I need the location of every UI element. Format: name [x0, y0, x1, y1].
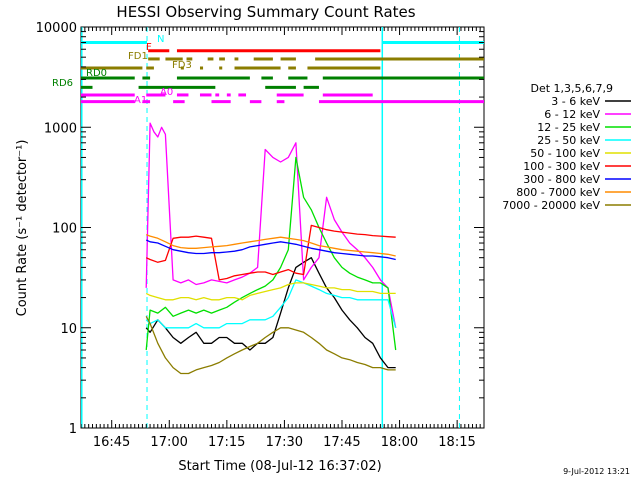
y-tick-label-2: 100: [52, 222, 77, 237]
flag-label-fd1: FD1: [128, 51, 148, 62]
legend-label-5: 100 - 300 keV: [523, 160, 600, 173]
series-line-7: [145, 233, 396, 257]
y-tick-label-0: 1: [69, 422, 77, 437]
legend-label-3: 25 - 50 keV: [537, 134, 600, 147]
x-tick-label-2: 17:15: [208, 435, 245, 450]
x-tick-label-0: 16:45: [93, 435, 130, 450]
x-tick-label-3: 17:30: [266, 435, 303, 450]
x-axis-ticks: 16:45 17:00 17:15 17:30 17:45 18:00 18:15: [80, 27, 485, 450]
flag-label-n: N: [157, 34, 164, 45]
legend-title: Det 1,3,5,6,7,9: [530, 82, 613, 95]
y-tick-label-4: 10000: [36, 21, 77, 36]
series-line-2: [145, 156, 397, 351]
series-line-8: [145, 315, 396, 375]
series-line-5: [145, 224, 396, 281]
legend-label-8: 7000 - 20000 keV: [502, 199, 600, 212]
y-axis-label: Count Rate (s⁻¹ detector⁻¹): [15, 140, 30, 317]
series-line-4: [145, 282, 396, 301]
legend-label-6: 300 - 800 keV: [523, 173, 600, 186]
legend-label-4: 50 - 100 keV: [530, 147, 600, 160]
y-axis-ticks: 1 10 100 1000 10000: [36, 21, 484, 437]
flag-label-fd3: FD3: [172, 60, 192, 71]
flag-label-a1: A1: [134, 95, 147, 106]
x-tick-label-5: 18:00: [381, 435, 418, 450]
date-stamp: 9-Jul-2012 13:21: [563, 467, 630, 476]
series-line-6: [145, 239, 396, 261]
flag-label-rd6: RD6: [52, 78, 73, 89]
series-line-0: [145, 257, 396, 369]
chart-title: HESSI Observing Summary Count Rates: [116, 3, 415, 21]
x-axis-label: Start Time (08-Jul-12 16:37:02): [178, 459, 381, 474]
legend-label-0: 3 - 6 keV: [551, 95, 600, 108]
y-tick-label-3: 1000: [44, 121, 77, 136]
x-tick-label-4: 17:45: [323, 435, 360, 450]
legend-label-2: 12 - 25 keV: [537, 121, 600, 134]
series-line-1: [145, 122, 397, 328]
series-lines: [145, 122, 397, 375]
legend-label-1: 6 - 12 keV: [544, 108, 600, 121]
y-tick-label-1: 10: [60, 322, 77, 337]
legend-label-7: 800 - 7000 keV: [516, 186, 600, 199]
flag-label-a0: A0: [160, 87, 173, 98]
flag-label-rd0: RD0: [86, 68, 107, 79]
flag-label-f: F: [146, 42, 152, 53]
x-tick-label-1: 17:00: [150, 435, 187, 450]
series-line-3: [145, 279, 397, 329]
x-tick-label-6: 18:15: [438, 435, 475, 450]
